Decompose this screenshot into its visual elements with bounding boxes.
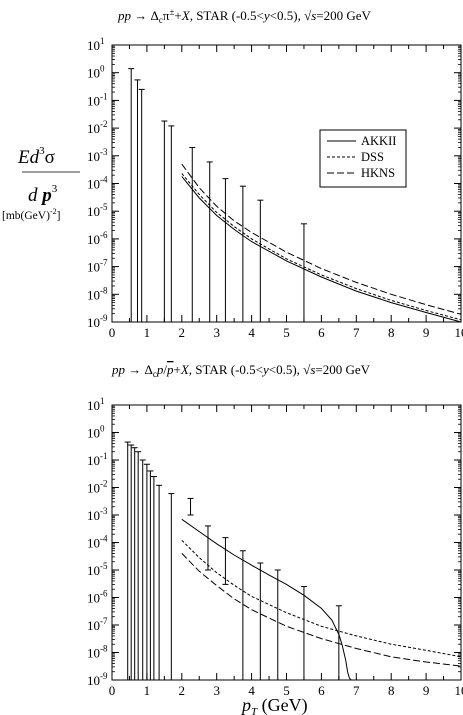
bottom-x-tick-label: 2 <box>179 683 186 698</box>
bottom-x-tick-label: 7 <box>353 683 360 698</box>
legend-dss-label: DSS <box>361 150 384 164</box>
bottom-x-tick-label: 9 <box>423 683 430 698</box>
bottom-y-tick-label: 10-1 <box>87 451 108 468</box>
bottom-x-tick-label: 6 <box>318 683 325 698</box>
bottom-y-tick-label: 10-9 <box>87 671 108 688</box>
y-axis-label-numerator: Ed3σ <box>17 145 55 168</box>
top-y-tick-label: 10-6 <box>87 230 108 247</box>
top-chart-title: pp → Δcπ±+X, STAR (-0.5<y<0.5), √s=200 G… <box>117 7 372 25</box>
bottom-x-tick-label: 5 <box>283 683 290 698</box>
top-y-tick-label: 10-1 <box>87 91 108 108</box>
bottom-x-tick-label: 8 <box>388 683 395 698</box>
top-y-tick-label: 10-7 <box>87 258 108 275</box>
top-x-tick-label: 2 <box>179 325 186 340</box>
legend: AKKII DSS HKNS <box>319 129 407 188</box>
bottom-y-tick-label: 10-6 <box>87 589 108 606</box>
panel-top: pp → Δcπ±+X, STAR (-0.5<y<0.5), √s=200 G… <box>87 7 463 340</box>
top-x-tick-label: 1 <box>144 325 151 340</box>
top-x-tick-label: 6 <box>318 325 325 340</box>
bottom-x-tick-label: 4 <box>248 683 255 698</box>
panel-bottom: pp → Δcp/p+X, STAR (-0.5<y<0.5), √s=200 … <box>87 362 463 715</box>
bottom-y-tick-label: 10-2 <box>87 479 108 496</box>
bottom-y-tick-label: 100 <box>87 424 105 441</box>
bottom-y-tick-label: 10-4 <box>87 534 108 551</box>
bottom-x-tick-label: 0 <box>109 683 116 698</box>
bottom-y-tick-label: 101 <box>87 396 105 413</box>
top-y-tick-label: 10-5 <box>87 202 108 219</box>
top-y-tick-label: 10-9 <box>87 313 108 330</box>
top-series-hkns <box>181 163 462 315</box>
bottom-y-tick-label: 10-8 <box>87 644 108 661</box>
top-x-tick-label: 3 <box>213 325 220 340</box>
top-x-tick-label: 0 <box>109 325 116 340</box>
top-x-tick-label: 9 <box>423 325 430 340</box>
top-y-tick-label: 101 <box>87 36 105 53</box>
top-y-tick-label: 100 <box>87 64 105 81</box>
bottom-chart-title: pp → Δcp/p+X, STAR (-0.5<y<0.5), √s=200 … <box>111 362 371 379</box>
legend-akkii-label: AKKII <box>361 134 396 148</box>
top-y-tick-label: 10-8 <box>87 285 108 302</box>
top-x-tick-label: 8 <box>388 325 395 340</box>
legend-box <box>319 129 407 188</box>
top-series-akkii <box>181 176 462 323</box>
top-x-tick-label: 10 <box>455 325 463 340</box>
legend-hkns-label: HKNS <box>361 166 395 180</box>
top-y-tick-label: 10-2 <box>87 119 108 136</box>
top-x-tick-label: 4 <box>248 325 255 340</box>
y-axis-label: Ed3σ d p3 [mb(GeV)-2] <box>2 145 80 222</box>
top-series-dss <box>181 173 462 321</box>
bottom-series-akkii <box>181 518 353 681</box>
y-axis-label-denominator: d p3 <box>28 183 58 206</box>
bottom-y-tick-label: 10-7 <box>87 616 108 633</box>
bottom-x-tick-label: 3 <box>213 683 220 698</box>
top-y-tick-label: 10-3 <box>87 147 108 164</box>
bottom-x-tick-label: 1 <box>144 683 151 698</box>
top-x-tick-label: 7 <box>353 325 360 340</box>
bottom-y-tick-label: 10-5 <box>87 561 108 578</box>
bottom-series-dss <box>181 539 462 658</box>
y-axis-unit: [mb(GeV)-2] <box>2 207 60 222</box>
bottom-series-hkns <box>181 553 462 667</box>
x-axis-label: pT (GeV) <box>240 695 308 715</box>
bottom-x-tick-label: 10 <box>455 683 463 698</box>
bottom-plot-frame <box>111 404 462 681</box>
top-y-tick-label: 10-4 <box>87 175 108 192</box>
bottom-y-tick-label: 10-3 <box>87 506 108 523</box>
top-x-tick-label: 5 <box>283 325 290 340</box>
